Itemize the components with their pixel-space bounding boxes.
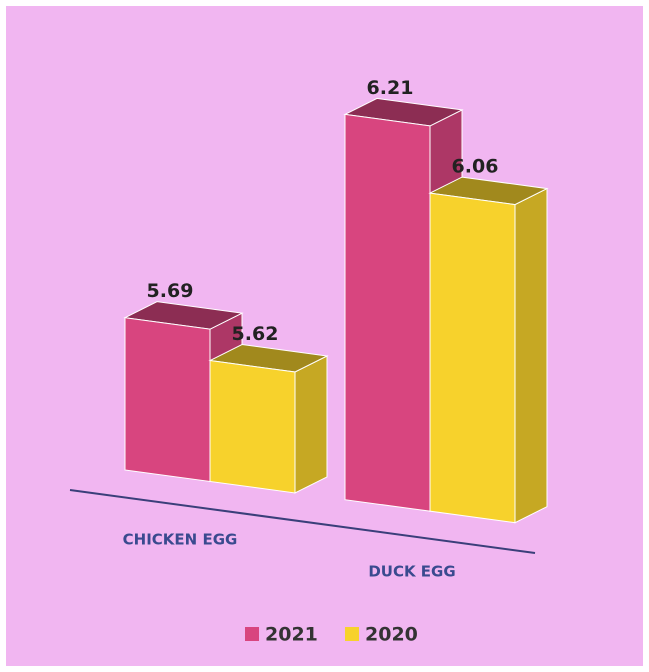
value-label: 6.06: [452, 156, 499, 178]
value-label: 5.69: [147, 280, 194, 302]
x-tick-label: DUCK EGG: [368, 563, 455, 581]
bar-side: [514, 187, 548, 524]
value-label: 6.21: [367, 77, 414, 99]
x-tick-label: CHICKEN EGG: [123, 531, 238, 549]
bar-front: [344, 113, 431, 512]
legend-label: 2020: [365, 624, 418, 646]
legend-swatch: [345, 627, 359, 641]
bar-side: [294, 355, 328, 494]
bar-front: [209, 359, 296, 494]
legend-label: 2021: [265, 624, 318, 646]
value-label: 5.62: [232, 323, 279, 345]
bar: [208, 343, 329, 494]
base-line: [69, 489, 536, 554]
legend-swatch: [245, 627, 259, 641]
bar: [428, 176, 549, 524]
bar-front: [429, 192, 516, 524]
bar-front: [124, 317, 211, 483]
